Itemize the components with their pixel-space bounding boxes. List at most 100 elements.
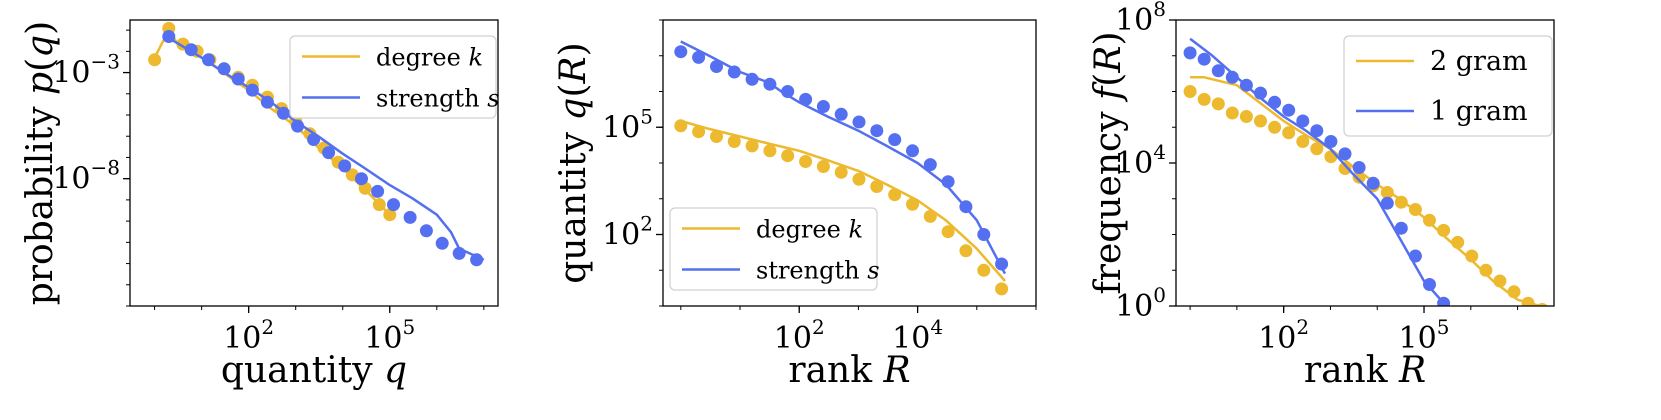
data-point-blue-4 <box>217 62 231 76</box>
data-point-blue-18 <box>1423 278 1436 291</box>
data-point-blue-4 <box>1225 70 1239 84</box>
legend: degree k strength s <box>289 35 500 119</box>
x-axis-label: rank R <box>788 350 910 391</box>
data-point-yellow-9 <box>816 160 830 173</box>
legend-label-1: degree k <box>756 216 863 244</box>
data-point-blue-9 <box>291 119 305 133</box>
data-point-blue-3 <box>1211 64 1225 78</box>
data-point-yellow-17 <box>372 198 386 212</box>
data-point-blue-19 <box>1437 296 1451 306</box>
data-point-blue-15 <box>1380 196 1394 210</box>
data-point-blue-9 <box>1296 114 1310 128</box>
data-point-blue-13 <box>888 133 902 147</box>
data-point-blue-6 <box>1254 86 1267 100</box>
data-point-yellow-13 <box>888 188 902 202</box>
y-axis-label: frequency f(R) <box>1088 31 1129 294</box>
data-point-blue-18 <box>435 236 449 250</box>
data-point-blue-1 <box>674 45 688 59</box>
data-point-blue-10 <box>1310 124 1324 138</box>
data-point-yellow-7 <box>781 149 795 163</box>
data-point-yellow-9 <box>1296 135 1310 148</box>
chart-panel-1: 102 105 10−3 10−8 quantity q probability p(q)… <box>20 19 500 391</box>
data-point-blue-8 <box>277 106 290 120</box>
data-point-blue-3 <box>202 53 215 67</box>
ticks <box>123 29 485 313</box>
legend: degree k strength s <box>669 207 880 291</box>
data-point-blue-13 <box>355 172 368 186</box>
data-point-yellow-16 <box>1394 195 1408 209</box>
series-line-blue <box>162 33 485 261</box>
data-point-yellow-3 <box>1211 97 1225 111</box>
data-point-blue-17 <box>419 224 433 238</box>
data-point-yellow-2 <box>692 125 706 139</box>
data-point-blue-19 <box>452 246 466 260</box>
data-point-blue-8 <box>799 92 813 106</box>
plot-area-3 <box>1183 37 1548 306</box>
y-axis-label: quantity q(R) <box>553 42 594 283</box>
data-point-yellow-21 <box>1465 249 1479 263</box>
data-point-yellow-5 <box>1239 110 1253 123</box>
legend-label-1: 2 gram <box>1430 46 1528 77</box>
data-point-yellow-1 <box>674 119 688 133</box>
x-tick-label-2: 105 <box>364 315 415 356</box>
data-point-blue-20 <box>470 253 484 267</box>
data-point-blue-14 <box>371 184 385 198</box>
data-point-yellow-12 <box>870 180 884 193</box>
x-tick-label-2: 105 <box>1399 315 1450 356</box>
x-tick-label-1: 102 <box>223 315 274 356</box>
data-point-blue-16 <box>941 175 955 189</box>
data-point-blue-16 <box>1394 221 1408 235</box>
y-tick-label-1: 108 <box>1115 0 1166 38</box>
plot-area-1 <box>148 21 485 267</box>
data-point-yellow-3 <box>710 130 723 143</box>
legend-label-2: strength s <box>376 85 500 113</box>
data-point-blue-11 <box>852 115 866 129</box>
data-point-blue-2 <box>692 50 706 64</box>
data-point-yellow-19 <box>1437 223 1451 237</box>
plot-area-2 <box>674 40 1009 296</box>
y-axis-label: probability p(q) <box>20 21 61 305</box>
data-point-yellow-17 <box>1408 203 1422 216</box>
data-point-yellow-10 <box>1310 142 1324 156</box>
data-point-blue-12 <box>338 159 352 173</box>
data-point-yellow-25 <box>1521 296 1535 306</box>
data-point-yellow-22 <box>1479 263 1493 277</box>
data-point-blue-11 <box>1324 135 1338 148</box>
data-point-yellow-8 <box>799 155 813 168</box>
data-point-blue-15 <box>923 158 937 172</box>
data-point-yellow-8 <box>1282 126 1296 140</box>
data-point-blue-18 <box>977 228 991 241</box>
data-point-yellow-24 <box>1507 285 1521 299</box>
x-tick-label-1: 102 <box>1258 315 1309 356</box>
data-point-blue-7 <box>260 95 274 109</box>
data-point-yellow-19 <box>995 282 1009 296</box>
data-point-blue-8 <box>1282 103 1296 117</box>
data-point-blue-7 <box>781 85 795 98</box>
data-point-blue-1 <box>162 30 176 43</box>
ticks <box>1169 19 1519 313</box>
y-tick-label-2: 10−8 <box>52 156 120 197</box>
data-point-yellow-4 <box>727 135 741 148</box>
data-point-yellow-15 <box>1380 186 1394 199</box>
data-point-yellow-1 <box>1183 85 1197 98</box>
x-tick-label-2: 104 <box>892 315 943 356</box>
data-point-yellow-18 <box>1423 213 1436 227</box>
data-point-blue-13 <box>1352 161 1366 174</box>
data-point-yellow-4 <box>1225 106 1239 120</box>
data-point-yellow-17 <box>959 244 973 258</box>
data-point-yellow-6 <box>763 144 777 158</box>
data-point-blue-2 <box>184 43 198 57</box>
data-point-yellow-15 <box>923 209 937 223</box>
data-point-blue-10 <box>307 133 321 146</box>
data-point-yellow-18 <box>977 263 991 277</box>
data-point-blue-14 <box>1366 176 1380 190</box>
data-point-blue-7 <box>1268 95 1282 109</box>
data-point-blue-17 <box>959 200 973 214</box>
data-point-yellow-7 <box>1268 120 1282 134</box>
data-point-blue-3 <box>710 60 723 73</box>
data-point-blue-5 <box>231 72 245 86</box>
data-point-blue-6 <box>245 83 259 97</box>
ticks <box>656 19 1037 313</box>
data-point-yellow-13 <box>1352 170 1366 184</box>
